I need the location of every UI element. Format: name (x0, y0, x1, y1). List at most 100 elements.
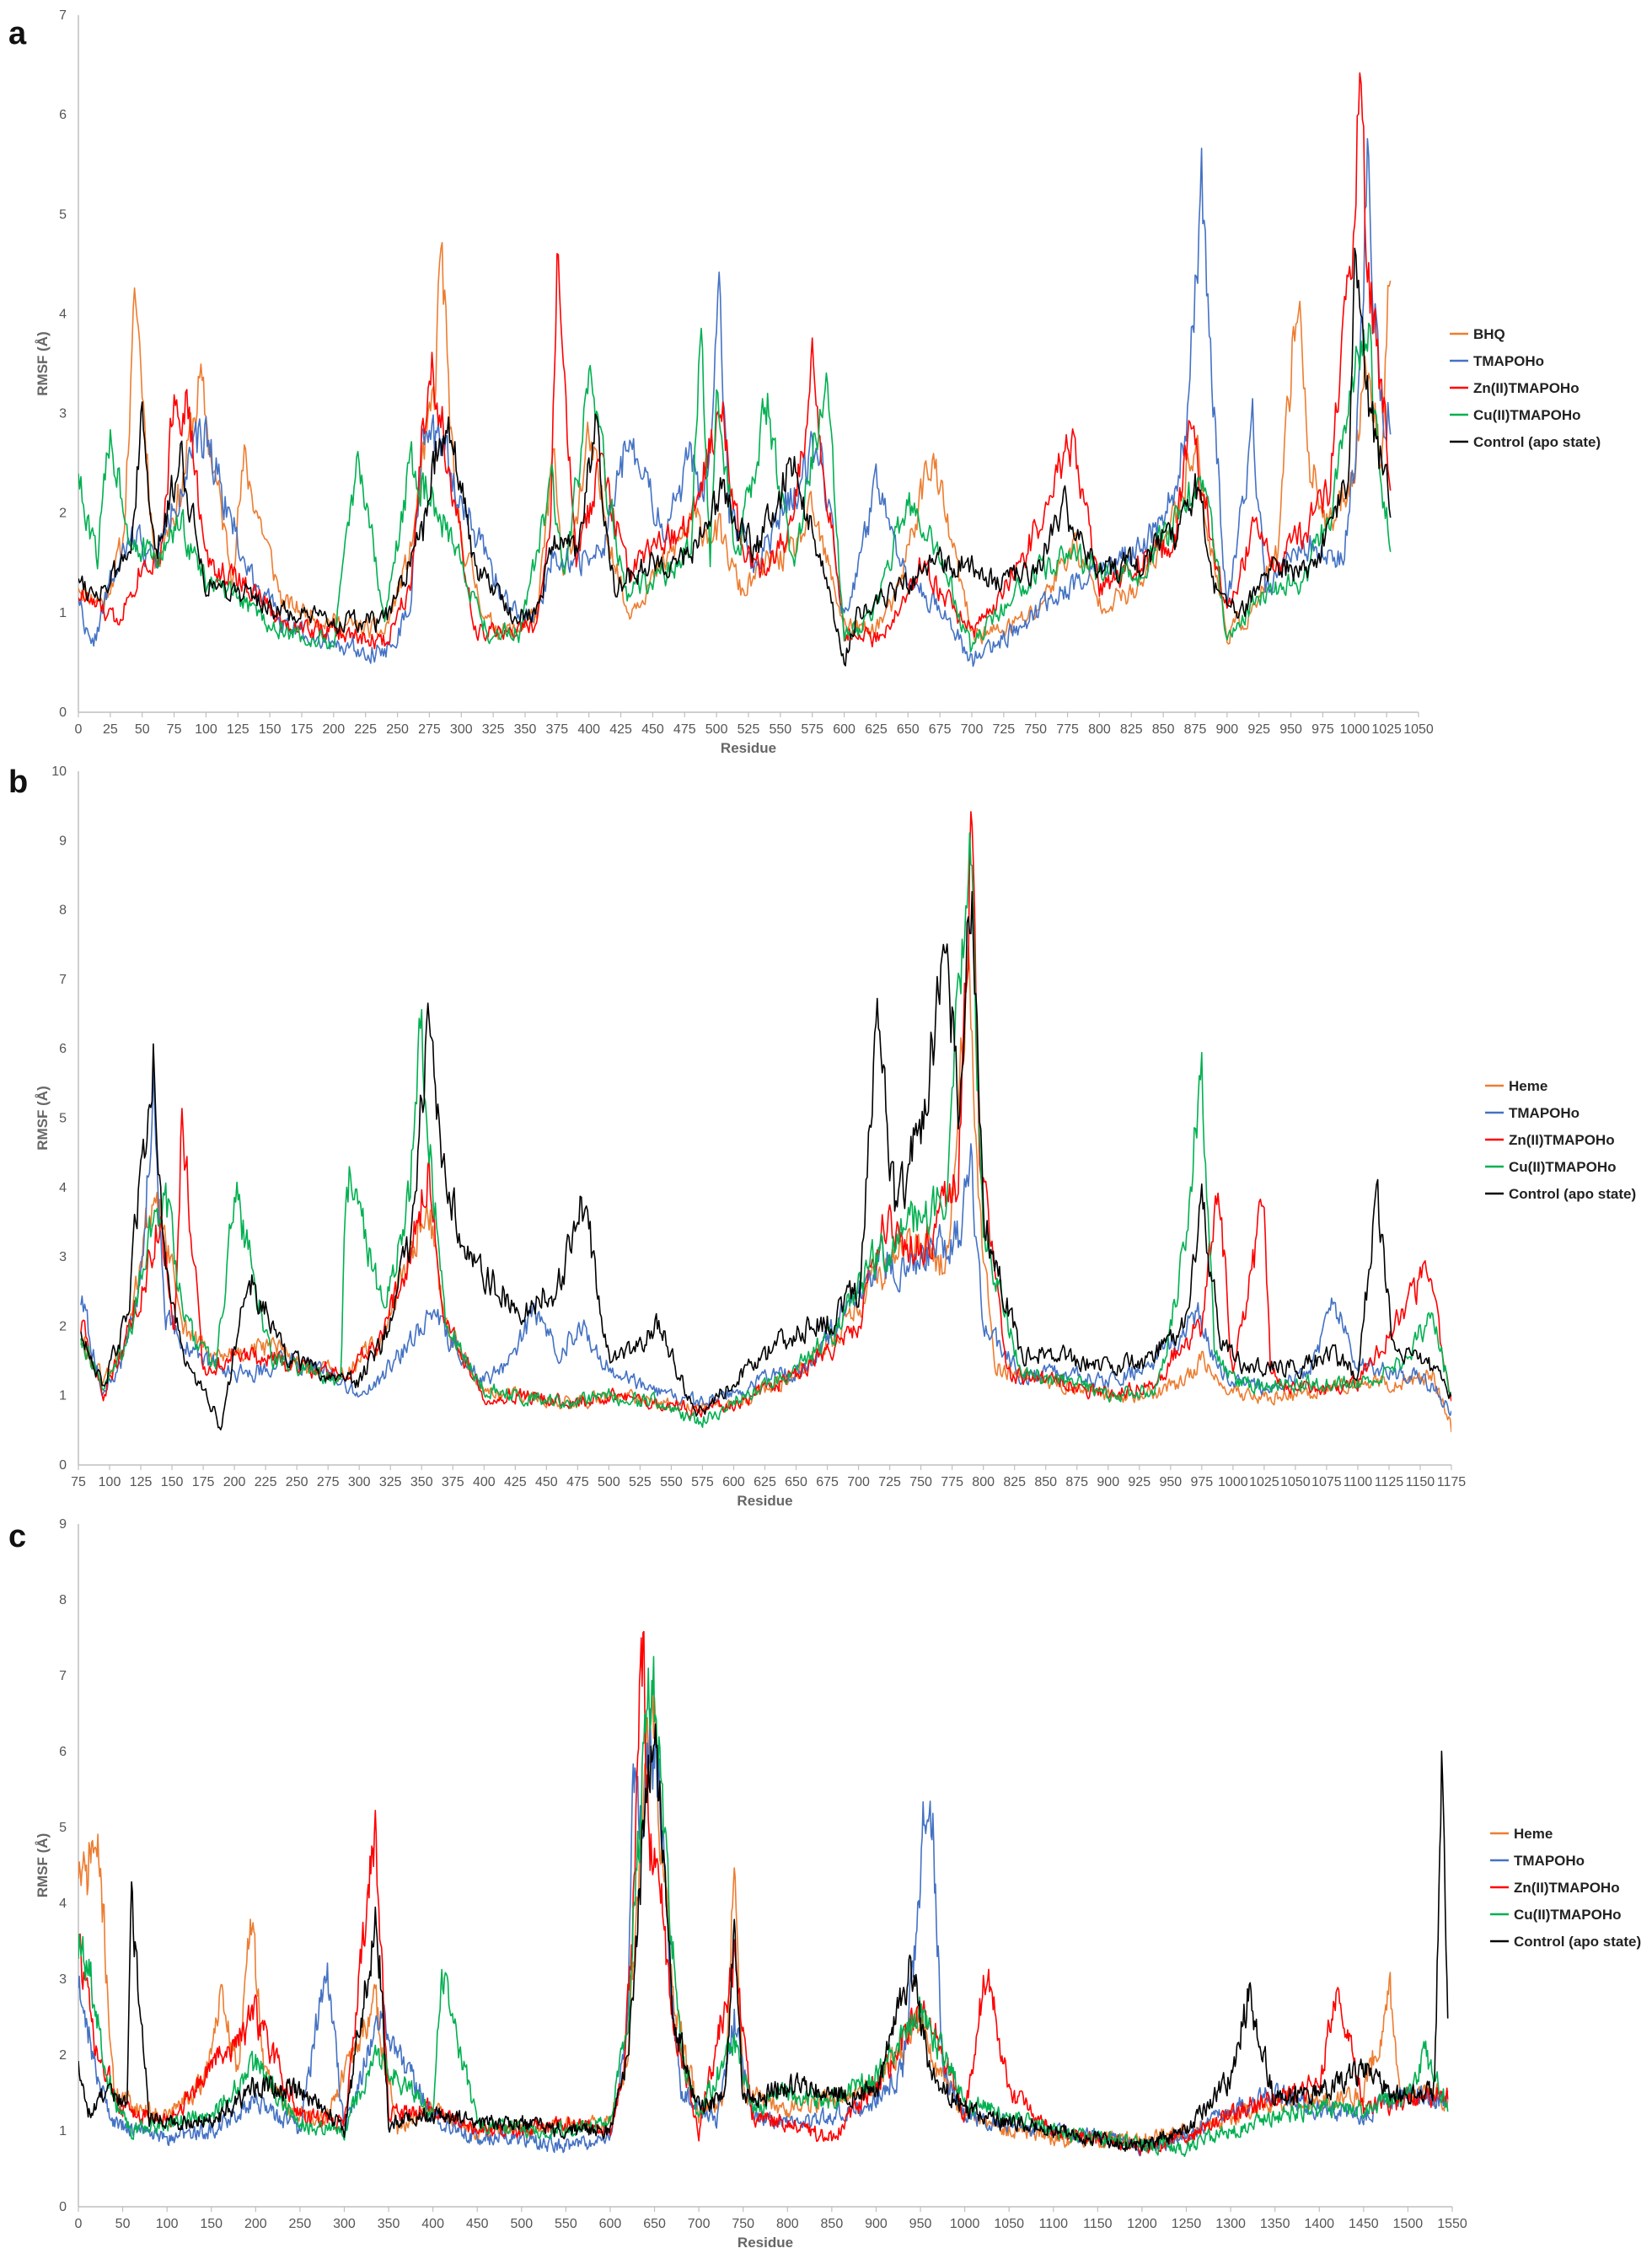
panel-letter: b (8, 765, 28, 800)
x-tick-label: 325 (482, 722, 505, 737)
legend-label: Control (apo state) (1514, 1934, 1641, 1950)
series-line (80, 832, 1451, 1429)
x-tick-label: 1000 (1339, 722, 1370, 737)
x-tick-label: 950 (1279, 722, 1302, 737)
y-tick-label: 2 (59, 1319, 67, 1333)
x-tick-label: 1000 (950, 2217, 980, 2231)
x-tick-label: 350 (378, 2217, 400, 2231)
x-tick-label: 450 (535, 1475, 558, 1489)
x-tick-label: 700 (688, 2217, 711, 2231)
legend-label: Zn(II)TMAPOHo (1514, 1880, 1620, 1896)
x-tick-label: 300 (333, 2217, 356, 2231)
series-line (78, 247, 1392, 667)
x-tick-label: 200 (244, 2217, 267, 2231)
y-tick-label: 6 (59, 108, 67, 122)
x-tick-label: 1125 (1375, 1475, 1404, 1489)
x-tick-label: 75 (167, 722, 182, 737)
x-tick-label: 1050 (1280, 1475, 1311, 1489)
x-tick-label: 0 (75, 722, 83, 737)
legend-label: TMAPOHo (1473, 353, 1544, 369)
x-tick-label: 425 (504, 1475, 527, 1489)
x-tick-label: 100 (156, 2217, 179, 2231)
x-tick-label: 600 (833, 722, 856, 737)
x-tick-label: 1100 (1039, 2217, 1069, 2231)
x-tick-label: 1450 (1349, 2217, 1379, 2231)
y-tick-label: 8 (59, 1593, 67, 1607)
y-tick-label: 3 (59, 1250, 67, 1264)
x-tick-label: 400 (473, 1475, 496, 1489)
series-line (78, 72, 1392, 650)
x-axis-title: Residue (738, 2235, 793, 2251)
y-tick-label: 9 (59, 1517, 67, 1532)
x-tick-label: 375 (442, 1475, 464, 1489)
x-tick-label: 800 (1088, 722, 1111, 737)
x-tick-label: 800 (776, 2217, 799, 2231)
x-tick-label: 875 (1065, 1475, 1088, 1489)
x-tick-label: 650 (897, 722, 920, 737)
x-tick-label: 200 (223, 1475, 246, 1489)
x-tick-label: 850 (1034, 1475, 1057, 1489)
x-tick-label: 0 (75, 2217, 83, 2231)
panel-letter: c (8, 1519, 26, 1554)
series-line (78, 241, 1392, 645)
x-axis-title: Residue (721, 740, 776, 756)
x-tick-label: 300 (348, 1475, 371, 1489)
x-tick-label: 225 (255, 1475, 277, 1489)
legend-label: TMAPOHo (1514, 1853, 1585, 1869)
x-tick-label: 575 (691, 1475, 714, 1489)
x-tick-label: 1075 (1311, 1475, 1342, 1489)
x-tick-label: 400 (421, 2217, 444, 2231)
x-tick-label: 450 (641, 722, 664, 737)
x-tick-label: 400 (577, 722, 600, 737)
y-tick-label: 6 (59, 1745, 67, 1759)
x-tick-label: 725 (878, 1475, 901, 1489)
y-tick-label: 7 (59, 8, 67, 23)
x-tick-label: 325 (379, 1475, 402, 1489)
series-line (78, 1630, 1449, 2156)
x-tick-label: 150 (259, 722, 282, 737)
x-tick-label: 1050 (994, 2217, 1024, 2231)
x-tick-label: 1100 (1344, 1475, 1373, 1489)
x-tick-label: 750 (909, 1475, 932, 1489)
y-tick-label: 5 (59, 207, 67, 222)
x-tick-label: 450 (466, 2217, 489, 2231)
x-tick-label: 1175 (1437, 1475, 1467, 1489)
x-tick-label: 725 (993, 722, 1016, 737)
x-tick-label: 350 (410, 1475, 433, 1489)
x-tick-label: 1050 (1403, 722, 1434, 737)
x-tick-label: 375 (546, 722, 569, 737)
x-tick-label: 700 (847, 1475, 870, 1489)
x-tick-label: 100 (195, 722, 217, 737)
y-tick-label: 5 (59, 1112, 67, 1126)
x-tick-label: 900 (1097, 1475, 1119, 1489)
y-axis-title: RMSF (Å) (35, 331, 51, 395)
x-tick-label: 425 (609, 722, 632, 737)
x-tick-label: 825 (1120, 722, 1143, 737)
x-tick-label: 650 (643, 2217, 666, 2231)
x-tick-label: 850 (821, 2217, 844, 2231)
x-tick-label: 1350 (1260, 2217, 1290, 2231)
legend-label: Zn(II)TMAPOHo (1473, 380, 1580, 396)
x-tick-label: 200 (323, 722, 346, 737)
y-tick-label: 6 (59, 1042, 67, 1056)
legend-label: TMAPOHo (1509, 1105, 1580, 1121)
x-tick-label: 75 (71, 1475, 86, 1489)
x-tick-label: 250 (386, 722, 409, 737)
legend-label: Control (apo state) (1473, 434, 1601, 450)
y-tick-label: 3 (59, 1972, 67, 1987)
x-tick-label: 600 (599, 2217, 622, 2231)
y-tick-label: 3 (59, 407, 67, 421)
x-tick-label: 875 (1184, 722, 1207, 737)
x-tick-label: 1550 (1437, 2217, 1467, 2231)
y-tick-label: 4 (59, 307, 67, 321)
y-tick-label: 4 (59, 1181, 67, 1195)
x-tick-label: 1200 (1127, 2217, 1157, 2231)
x-tick-label: 525 (629, 1475, 652, 1489)
x-tick-label: 950 (909, 2217, 932, 2231)
x-tick-label: 750 (1024, 722, 1047, 737)
x-tick-label: 925 (1247, 722, 1270, 737)
series-lines (78, 1630, 1449, 2157)
x-tick-label: 575 (801, 722, 823, 737)
x-tick-label: 50 (135, 722, 150, 737)
